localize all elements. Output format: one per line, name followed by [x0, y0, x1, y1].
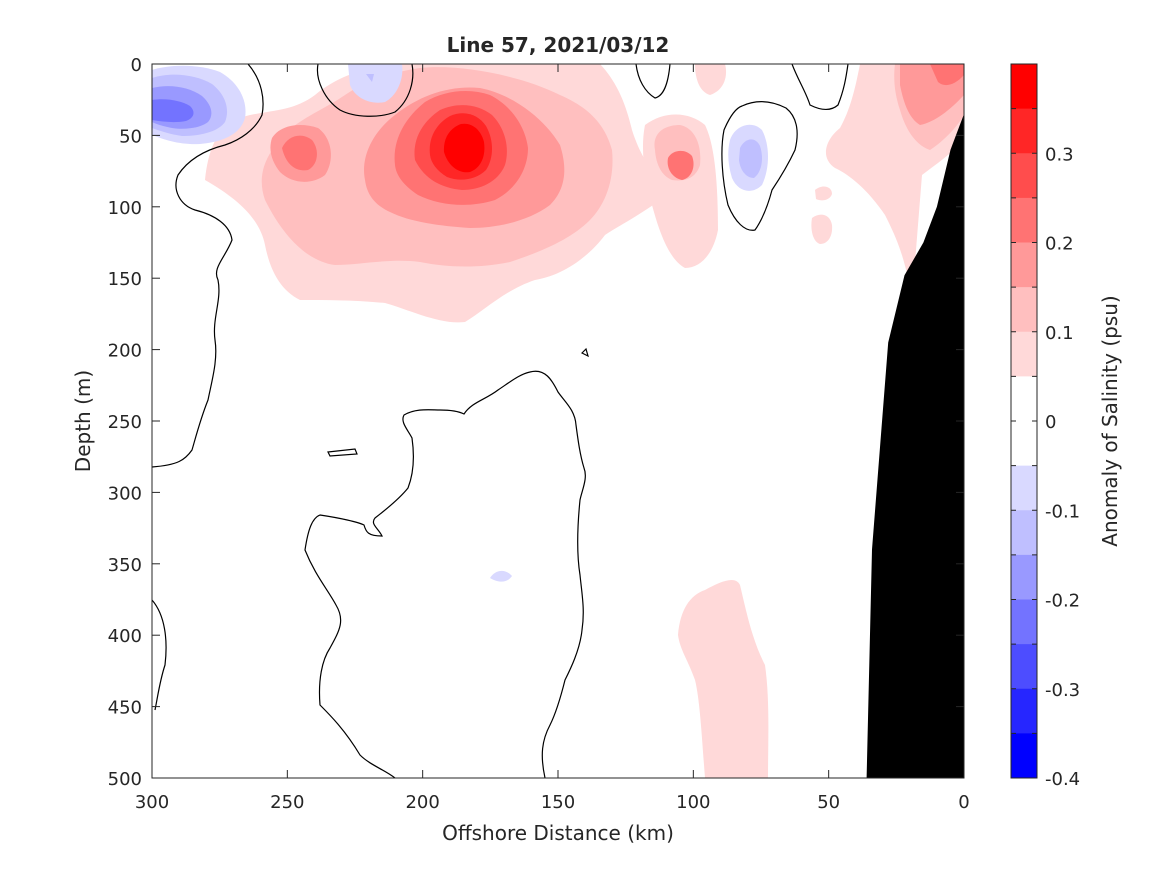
colorbar-segment — [1011, 554, 1037, 600]
colorbar-segment — [1011, 331, 1037, 377]
zero-contour-line-1 — [152, 64, 264, 468]
colorbar-segment — [1011, 242, 1037, 288]
x-tick-label: 200 — [405, 792, 439, 813]
y-tick-label: 50 — [119, 126, 142, 147]
colorbar-segment — [1011, 376, 1037, 422]
colorbar-segment — [1011, 421, 1037, 467]
contour-fill-pos-07 — [443, 123, 485, 173]
colorbar-segment — [1011, 197, 1037, 243]
zero-contour-line-2 — [316, 64, 414, 117]
y-tick-label: 350 — [108, 555, 142, 576]
y-axis-label: Depth (m) — [71, 370, 95, 472]
contour-fill-neg-04 — [152, 99, 194, 123]
x-axis: 300 250 200 150 100 50 0 — [135, 64, 970, 813]
x-tick-label: 0 — [958, 792, 969, 813]
contour-fills — [152, 64, 964, 778]
contour-fill-pos-01f — [815, 186, 832, 201]
y-axis: 0 50 100 150 200 250 300 350 400 450 500 — [108, 55, 964, 790]
colorbar-segment — [1011, 644, 1037, 690]
colorbar-segment — [1011, 510, 1037, 556]
colorbar-label: Anomaly of Salinity (psu) — [1098, 295, 1122, 546]
y-tick-label: 500 — [108, 769, 142, 790]
colorbar-segment — [1011, 688, 1037, 734]
colorbar-tick-label: 0.2 — [1045, 234, 1074, 255]
y-tick-label: 150 — [108, 269, 142, 290]
zero-contours — [152, 64, 849, 778]
zero-contour-line-8 — [721, 101, 798, 231]
colorbar-segment — [1011, 733, 1037, 779]
colorbar-tick-label: -0.1 — [1045, 501, 1080, 522]
y-tick-label: 450 — [108, 698, 142, 719]
y-tick-label: 0 — [131, 55, 142, 76]
colorbar-tick-label: -0.2 — [1045, 591, 1080, 612]
y-tick-label: 400 — [108, 626, 142, 647]
contour-fill-neg-09 — [490, 570, 512, 582]
contour-fill-pos-deep — [678, 580, 769, 778]
zero-contour-line-6 — [580, 347, 589, 358]
x-tick-label: 300 — [135, 792, 169, 813]
y-tick-label: 200 — [108, 341, 142, 362]
contour-fill-pos-01e — [811, 214, 833, 244]
colorbar-segment — [1011, 64, 1037, 110]
contour-fill-neg-08 — [739, 139, 762, 178]
colorbar-tick-label: -0.4 — [1045, 769, 1080, 790]
zero-contour-line-3 — [152, 599, 167, 711]
zero-contour-line-9 — [791, 64, 849, 111]
colorbar: 0.3 0.2 0.1 0 -0.1 -0.2 -0.3 -0.4 — [1010, 63, 1080, 790]
colorbar-segment — [1011, 287, 1037, 333]
x-tick-label: 100 — [676, 792, 710, 813]
y-tick-label: 300 — [108, 483, 142, 504]
colorbar-segment — [1011, 465, 1037, 511]
plot-area — [151, 63, 965, 779]
bathymetry-mask — [866, 114, 964, 778]
colorbar-tick-label: 0.1 — [1045, 323, 1074, 344]
y-tick-label: 250 — [108, 412, 142, 433]
contour-fill-pos-04d — [930, 64, 964, 86]
x-tick-label: 50 — [817, 792, 840, 813]
colorbar-segment — [1011, 153, 1037, 199]
zero-contour-line-7 — [635, 64, 671, 99]
colorbar-frame — [1010, 63, 1038, 779]
y-tick-label: 100 — [108, 198, 142, 219]
contour-fill-pos-04c — [667, 150, 694, 180]
colorbar-tick-label: -0.3 — [1045, 680, 1080, 701]
zero-contour-line-5 — [327, 448, 358, 457]
chart-title: Line 57, 2021/03/12 — [447, 33, 670, 57]
x-tick-label: 250 — [270, 792, 304, 813]
contour-fill-pos-01d — [695, 64, 727, 95]
colorbar-tick-label: 0.3 — [1045, 144, 1074, 165]
contour-fill-neg-06 — [366, 74, 374, 82]
x-axis-label: Offshore Distance (km) — [442, 821, 674, 845]
contour-fill-neg-05 — [348, 64, 403, 103]
contour-fill-pos-04b — [282, 135, 317, 171]
zero-contour-line-4 — [304, 370, 586, 778]
colorbar-segment — [1011, 108, 1037, 154]
colorbar-tick-label: 0 — [1045, 412, 1056, 433]
colorbar-segment — [1011, 599, 1037, 645]
x-tick-label: 150 — [541, 792, 575, 813]
